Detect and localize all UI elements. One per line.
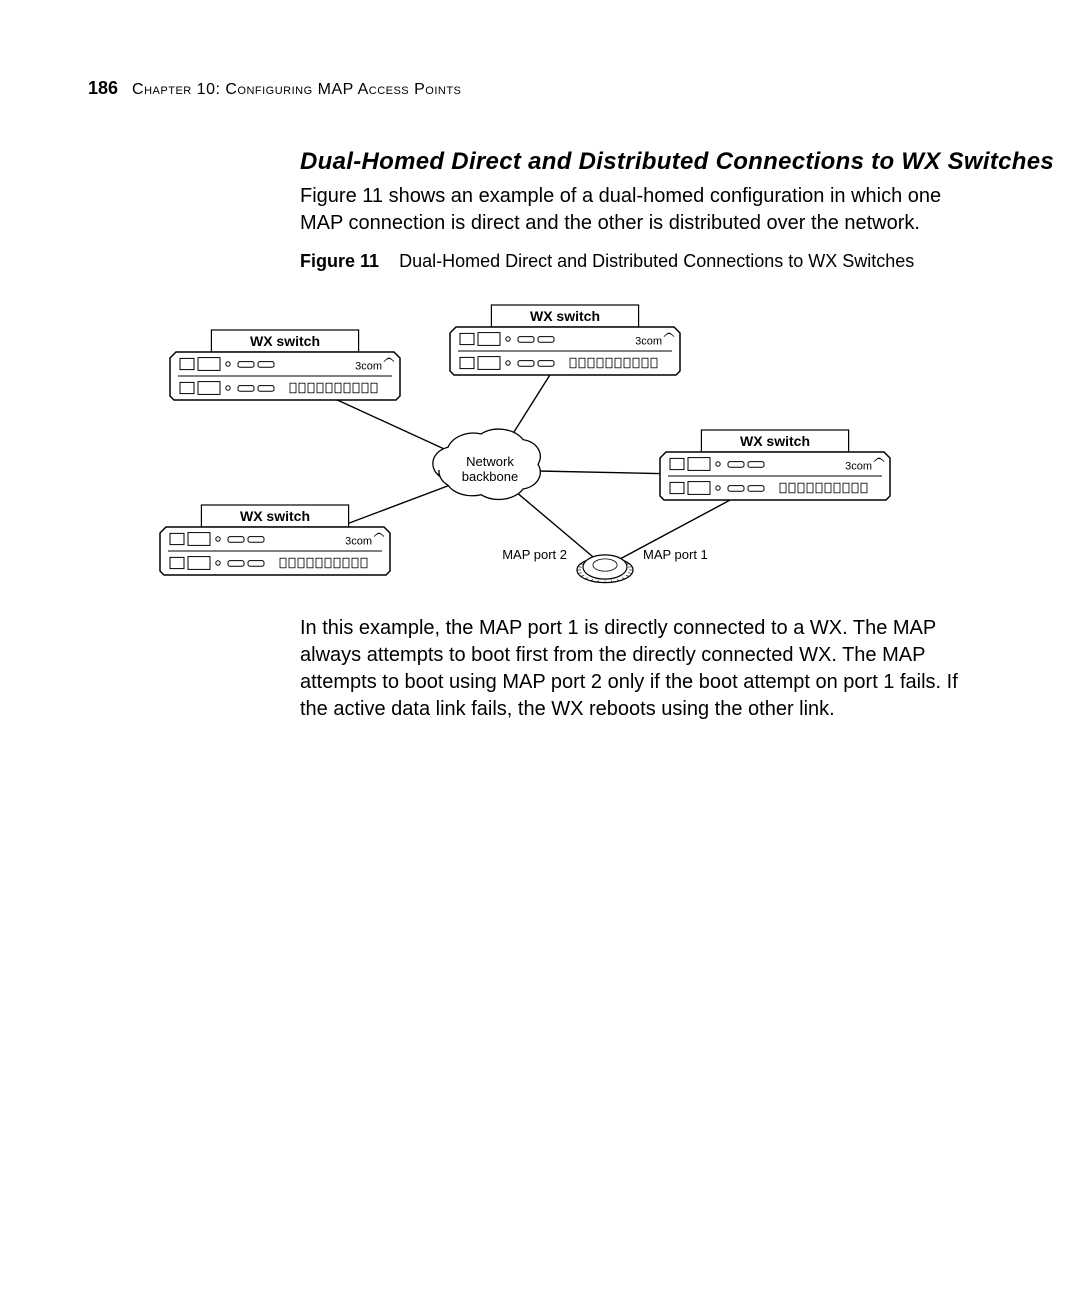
svg-text:WX switch: WX switch xyxy=(740,433,810,449)
page-header: 186 Chapter 10: Configuring MAP Access P… xyxy=(88,78,461,99)
svg-text:3com: 3com xyxy=(355,361,382,373)
figure-diagram: Networkbackbone WX switch 3com WX switch 3co… xyxy=(150,295,910,605)
body-paragraph: In this example, the MAP port 1 is direc… xyxy=(300,615,960,723)
svg-text:MAP port 1: MAP port 1 xyxy=(643,547,708,562)
figure-label: Figure 11 xyxy=(300,251,379,271)
svg-text:WX switch: WX switch xyxy=(240,508,310,524)
svg-text:backbone: backbone xyxy=(462,469,518,484)
svg-text:3com: 3com xyxy=(845,461,872,473)
page-number: 186 xyxy=(88,78,118,99)
figure-caption: Figure 11 Dual-Homed Direct and Distribu… xyxy=(300,251,914,272)
figure-caption-text: Dual-Homed Direct and Distributed Connec… xyxy=(399,251,914,271)
svg-text:Network: Network xyxy=(466,454,514,469)
svg-text:MAP port 2: MAP port 2 xyxy=(502,547,567,562)
svg-text:3com: 3com xyxy=(345,536,372,548)
svg-text:3com: 3com xyxy=(635,336,662,348)
section-title: Dual-Homed Direct and Distributed Connec… xyxy=(300,148,1054,176)
page: 186 Chapter 10: Configuring MAP Access P… xyxy=(0,0,1080,1296)
svg-text:WX switch: WX switch xyxy=(530,308,600,324)
chapter-label: Chapter 10: Configuring MAP Access Point… xyxy=(132,81,461,99)
intro-paragraph: Figure 11 shows an example of a dual-hom… xyxy=(300,183,960,237)
svg-text:WX switch: WX switch xyxy=(250,333,320,349)
